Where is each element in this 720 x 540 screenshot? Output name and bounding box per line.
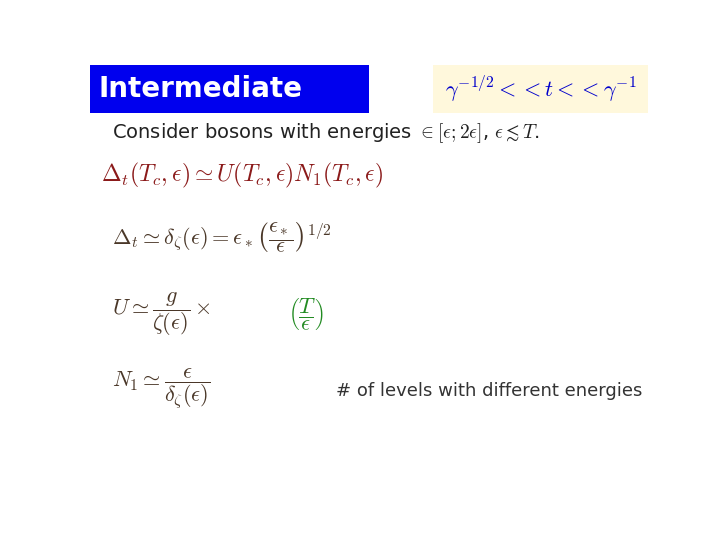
FancyBboxPatch shape bbox=[433, 65, 648, 113]
Text: $U \simeq \dfrac{g}{\zeta(\epsilon)} \times$: $U \simeq \dfrac{g}{\zeta(\epsilon)} \ti… bbox=[112, 291, 211, 338]
Text: $\left(\dfrac{T}{\epsilon}\right)$: $\left(\dfrac{T}{\epsilon}\right)$ bbox=[288, 296, 324, 332]
Text: # of levels with different energies: # of levels with different energies bbox=[336, 382, 642, 400]
Text: Intermediate: Intermediate bbox=[99, 75, 302, 103]
Text: Consider bosons with energies $\in [\epsilon; 2\epsilon]$, $\epsilon \lesssim T$: Consider bosons with energies $\in [\eps… bbox=[112, 122, 540, 145]
Text: $\Delta_t(T_c, \epsilon) \simeq U(T_c, \epsilon)N_1(T_c, \epsilon)$: $\Delta_t(T_c, \epsilon) \simeq U(T_c, \… bbox=[101, 160, 384, 190]
Text: $\gamma^{-1/2} << t << \gamma^{-1}$: $\gamma^{-1/2} << t << \gamma^{-1}$ bbox=[445, 74, 636, 104]
Text: $N_1 \simeq \dfrac{\epsilon}{\delta_\zeta(\epsilon)}$: $N_1 \simeq \dfrac{\epsilon}{\delta_\zet… bbox=[112, 367, 211, 411]
FancyBboxPatch shape bbox=[90, 65, 369, 113]
Text: $\Delta_t \simeq \delta_\zeta(\epsilon) = \epsilon_* \left(\dfrac{\epsilon_*}{\e: $\Delta_t \simeq \delta_\zeta(\epsilon) … bbox=[112, 220, 332, 255]
